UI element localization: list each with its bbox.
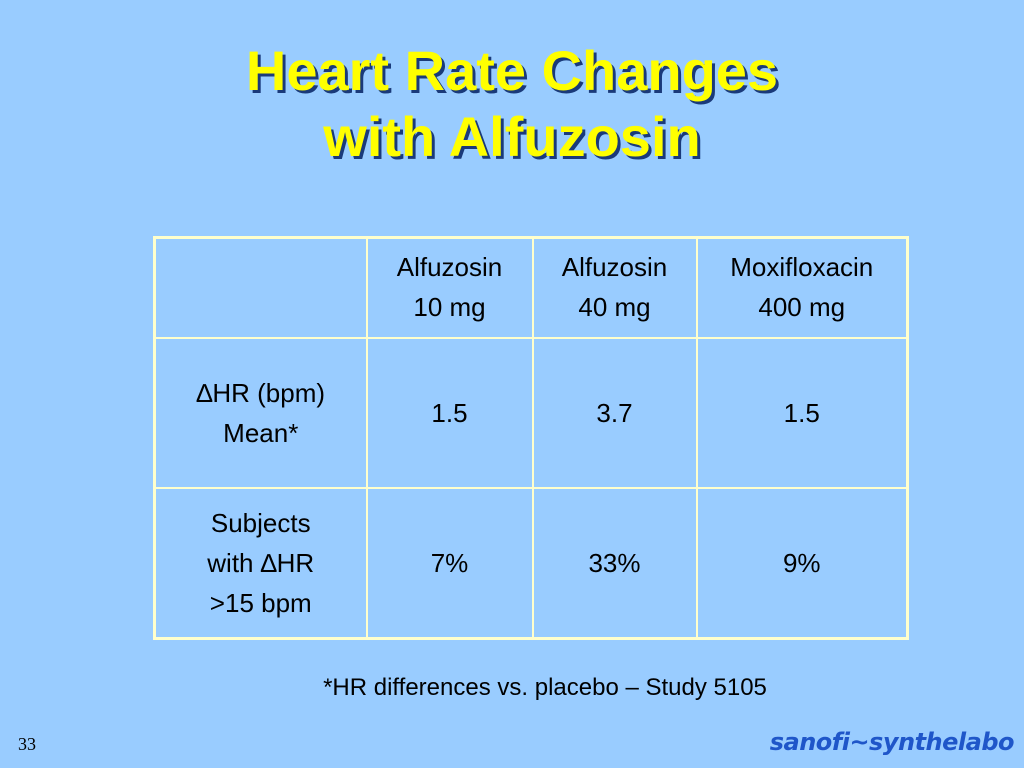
header-alfuzosin-40: Alfuzosin 40 mg [531,236,698,339]
header-moxifloxacin-400: Moxifloxacin 400 mg [695,236,909,339]
table-cell: 1.5 [365,336,534,489]
row-label-hr-mean: ∆HR (bpm) Mean* [153,336,368,489]
row-label-subjects: Subjects with ∆HR >15 bpm [153,486,368,640]
table-row: ∆HR (bpm) Mean* 1.5 3.7 1.5 [153,336,909,489]
table-cell: 33% [531,486,698,640]
table-header-row: Alfuzosin 10 mg Alfuzosin 40 mg Moxiflox… [153,236,909,339]
title-line-1: Heart Rate Changes [245,39,779,102]
header-alfuzosin-10: Alfuzosin 10 mg [365,236,534,339]
table-cell: 9% [695,486,909,640]
company-logo: sanofi~synthelabo [769,728,1015,756]
title-line-2: with Alfuzosin [323,105,701,168]
heart-rate-table: Alfuzosin 10 mg Alfuzosin 40 mg Moxiflox… [153,236,909,640]
table-row: Subjects with ∆HR >15 bpm 7% 33% 9% [153,486,909,640]
table-cell: 1.5 [695,336,909,489]
footnote: *HR differences vs. placebo – Study 5105 [323,674,767,701]
table-cell: 3.7 [531,336,698,489]
header-empty-cell [153,236,368,339]
slide-number: 33 [18,734,36,754]
slide-title: Heart Rate Changes with Alfuzosin [0,38,1024,170]
table-cell: 7% [365,486,534,640]
